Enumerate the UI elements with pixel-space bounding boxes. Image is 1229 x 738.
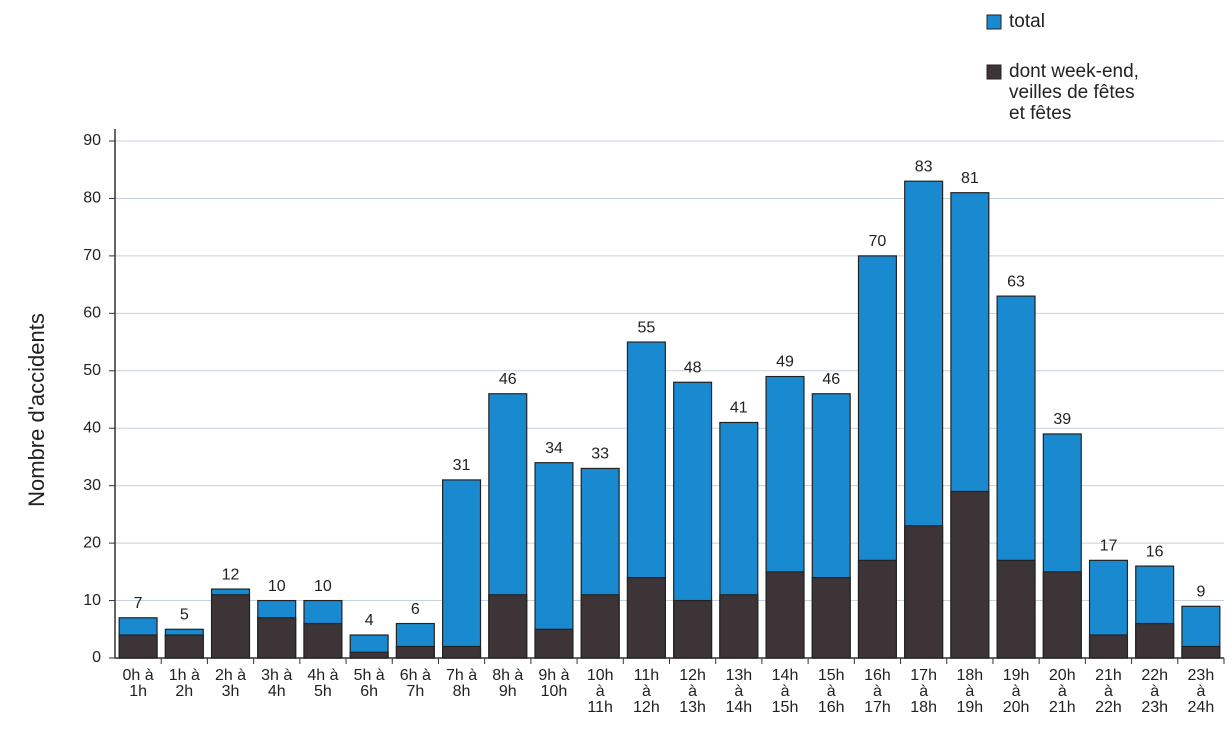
x-tick-label: 15h à 16h [818,667,845,716]
bar [673,599,713,659]
data-label: 33 [591,446,609,463]
bar [626,576,666,659]
y-tick-label: 90 [83,132,101,149]
data-label: 63 [1007,273,1025,290]
x-tick-label: 2h à 3h [215,667,246,700]
data-label: 12 [222,566,240,583]
bar [164,634,204,659]
data-label: 41 [730,400,748,417]
x-tick-label: 20h à 21h [1049,667,1076,716]
bar [1088,634,1129,659]
y-tick-label: 70 [83,247,101,264]
bar [580,594,620,659]
bar [442,645,482,659]
bar [857,559,897,659]
bar [996,559,1036,659]
y-tick-label: 30 [83,477,101,494]
data-label: 6 [411,601,420,618]
x-tick-label: 12h à 13h [679,667,706,716]
bar [349,651,389,659]
x-tick-label: 18h à 19h [957,667,984,716]
bar [1042,571,1082,659]
x-tick-label: 16h à 17h [864,667,891,716]
x-tick-label: 17h à 18h [910,667,937,716]
bar [950,490,990,659]
bar [1135,622,1175,659]
data-label: 7 [134,595,143,612]
data-label: 83 [915,158,933,175]
data-label: 46 [822,371,840,388]
y-tick-label: 80 [83,190,101,207]
data-label: 9 [1196,584,1205,601]
x-tick-label: 7h à 8h [446,667,477,700]
x-tick-label: 4h à 5h [307,667,338,700]
legend-label: dont week-end, veilles de fêtes et fêtes [1009,61,1139,124]
x-tick-label: 1h à 2h [169,667,200,700]
x-tick-label: 21h à 22h [1095,667,1122,716]
bar [118,634,158,659]
y-tick-label: 20 [83,534,101,551]
x-tick-label: 11h à 12h [633,667,660,716]
bar [534,628,574,659]
data-label: 70 [869,233,887,250]
x-tick-label: 3h à 4h [261,667,292,700]
x-tick-label: 14h à 15h [772,667,799,716]
bar [395,645,435,659]
x-tick-label: 22h à 23h [1141,667,1168,716]
y-tick-label: 0 [92,649,101,666]
data-label: 4 [365,612,374,629]
y-axis-label: Nombre d'accidents [24,313,49,507]
y-tick-label: 10 [83,592,101,609]
y-tick-label: 60 [83,305,101,322]
bar [210,594,251,659]
bar [534,462,574,659]
data-label: 17 [1100,538,1118,555]
legend-swatch [986,64,1002,80]
legend-swatch [986,14,1002,30]
data-label: 16 [1146,543,1164,560]
y-tick-label: 40 [83,419,101,436]
x-tick-label: 6h à 7h [400,667,431,700]
bar [442,479,482,659]
x-tick-label: 5h à 6h [354,667,385,700]
data-label: 10 [314,578,332,595]
data-label: 81 [961,170,979,187]
x-tick-label: 13h à 14h [725,667,752,716]
x-tick-label: 23h à 24h [1188,667,1215,716]
bar [811,576,851,659]
bar [257,617,297,659]
data-label: 49 [776,354,794,371]
data-label: 39 [1053,411,1071,428]
bar [488,594,528,659]
x-tick-label: 9h à 10h [538,667,569,700]
data-label: 46 [499,371,517,388]
data-label: 5 [180,606,189,623]
data-label: 10 [268,578,286,595]
bar [904,525,944,659]
x-tick-label: 8h à 9h [492,667,523,700]
data-label: 34 [545,440,563,457]
data-label: 55 [637,319,655,336]
x-tick-label: 19h à 20h [1003,667,1030,716]
bar [765,571,805,659]
bar [1181,645,1221,659]
y-tick-label: 50 [83,362,101,379]
bar [719,594,759,659]
data-label: 31 [453,457,471,474]
bar [303,622,343,659]
legend-label: total [1009,11,1045,32]
x-tick-label: 0h à 1h [123,667,154,700]
data-label: 48 [684,359,702,376]
x-tick-label: 10h à 11h [587,667,614,716]
